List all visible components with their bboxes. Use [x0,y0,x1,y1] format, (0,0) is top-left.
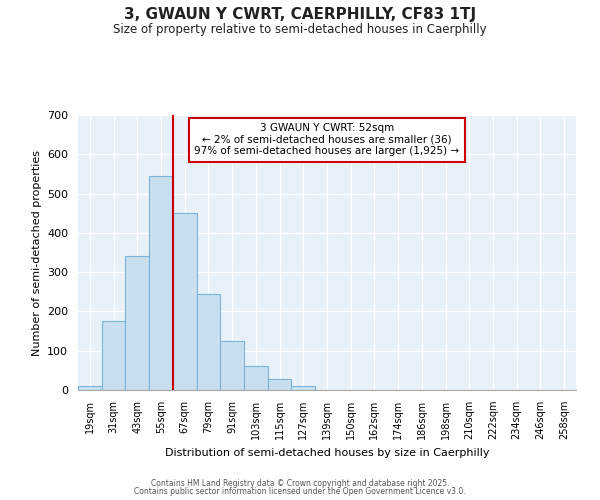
Y-axis label: Number of semi-detached properties: Number of semi-detached properties [32,150,41,356]
Bar [220,341,244,390]
Bar [102,322,125,390]
Bar [197,294,220,390]
Bar [149,176,173,390]
Text: Contains HM Land Registry data © Crown copyright and database right 2025.: Contains HM Land Registry data © Crown c… [151,478,449,488]
Text: Contains public sector information licensed under the Open Government Licence v3: Contains public sector information licen… [134,487,466,496]
Bar [78,386,102,390]
Bar [268,379,292,390]
Text: Size of property relative to semi-detached houses in Caerphilly: Size of property relative to semi-detach… [113,22,487,36]
X-axis label: Distribution of semi-detached houses by size in Caerphilly: Distribution of semi-detached houses by … [165,448,489,458]
Bar [244,366,268,390]
Text: 3 GWAUN Y CWRT: 52sqm
← 2% of semi-detached houses are smaller (36)
97% of semi-: 3 GWAUN Y CWRT: 52sqm ← 2% of semi-detac… [194,123,460,156]
Bar [292,386,315,390]
Bar [125,256,149,390]
Text: 3, GWAUN Y CWRT, CAERPHILLY, CF83 1TJ: 3, GWAUN Y CWRT, CAERPHILLY, CF83 1TJ [124,8,476,22]
Bar [173,213,197,390]
